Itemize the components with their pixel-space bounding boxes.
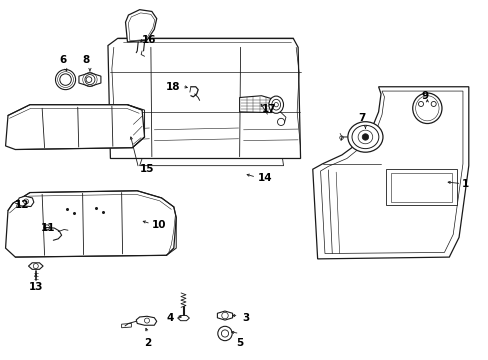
Text: 4: 4 xyxy=(166,313,174,323)
Polygon shape xyxy=(18,196,34,207)
Text: 17: 17 xyxy=(261,104,276,114)
Polygon shape xyxy=(5,191,176,257)
Text: 15: 15 xyxy=(140,164,154,174)
Polygon shape xyxy=(28,263,43,269)
Text: 1: 1 xyxy=(461,179,468,189)
Polygon shape xyxy=(217,311,232,320)
Polygon shape xyxy=(79,73,101,86)
Polygon shape xyxy=(239,96,278,113)
Polygon shape xyxy=(136,316,157,325)
Ellipse shape xyxy=(412,93,441,123)
Polygon shape xyxy=(5,105,144,149)
Polygon shape xyxy=(320,91,462,253)
Text: 10: 10 xyxy=(152,220,166,230)
Text: 3: 3 xyxy=(242,313,249,323)
Text: 9: 9 xyxy=(421,91,427,101)
Text: 2: 2 xyxy=(144,338,151,348)
Polygon shape xyxy=(108,39,300,158)
Text: 13: 13 xyxy=(28,282,43,292)
Polygon shape xyxy=(125,10,157,42)
Ellipse shape xyxy=(268,96,283,113)
Polygon shape xyxy=(312,87,468,259)
Text: 6: 6 xyxy=(60,55,66,65)
Text: 7: 7 xyxy=(357,113,365,123)
Text: 14: 14 xyxy=(258,173,272,183)
Text: 18: 18 xyxy=(165,82,180,92)
Polygon shape xyxy=(177,315,189,321)
Text: 11: 11 xyxy=(41,224,56,233)
Circle shape xyxy=(362,134,368,140)
Text: 16: 16 xyxy=(142,35,156,45)
Text: 12: 12 xyxy=(14,200,29,210)
Text: 8: 8 xyxy=(82,55,89,65)
Polygon shape xyxy=(385,169,456,205)
Text: 5: 5 xyxy=(236,338,243,348)
Ellipse shape xyxy=(347,122,382,152)
